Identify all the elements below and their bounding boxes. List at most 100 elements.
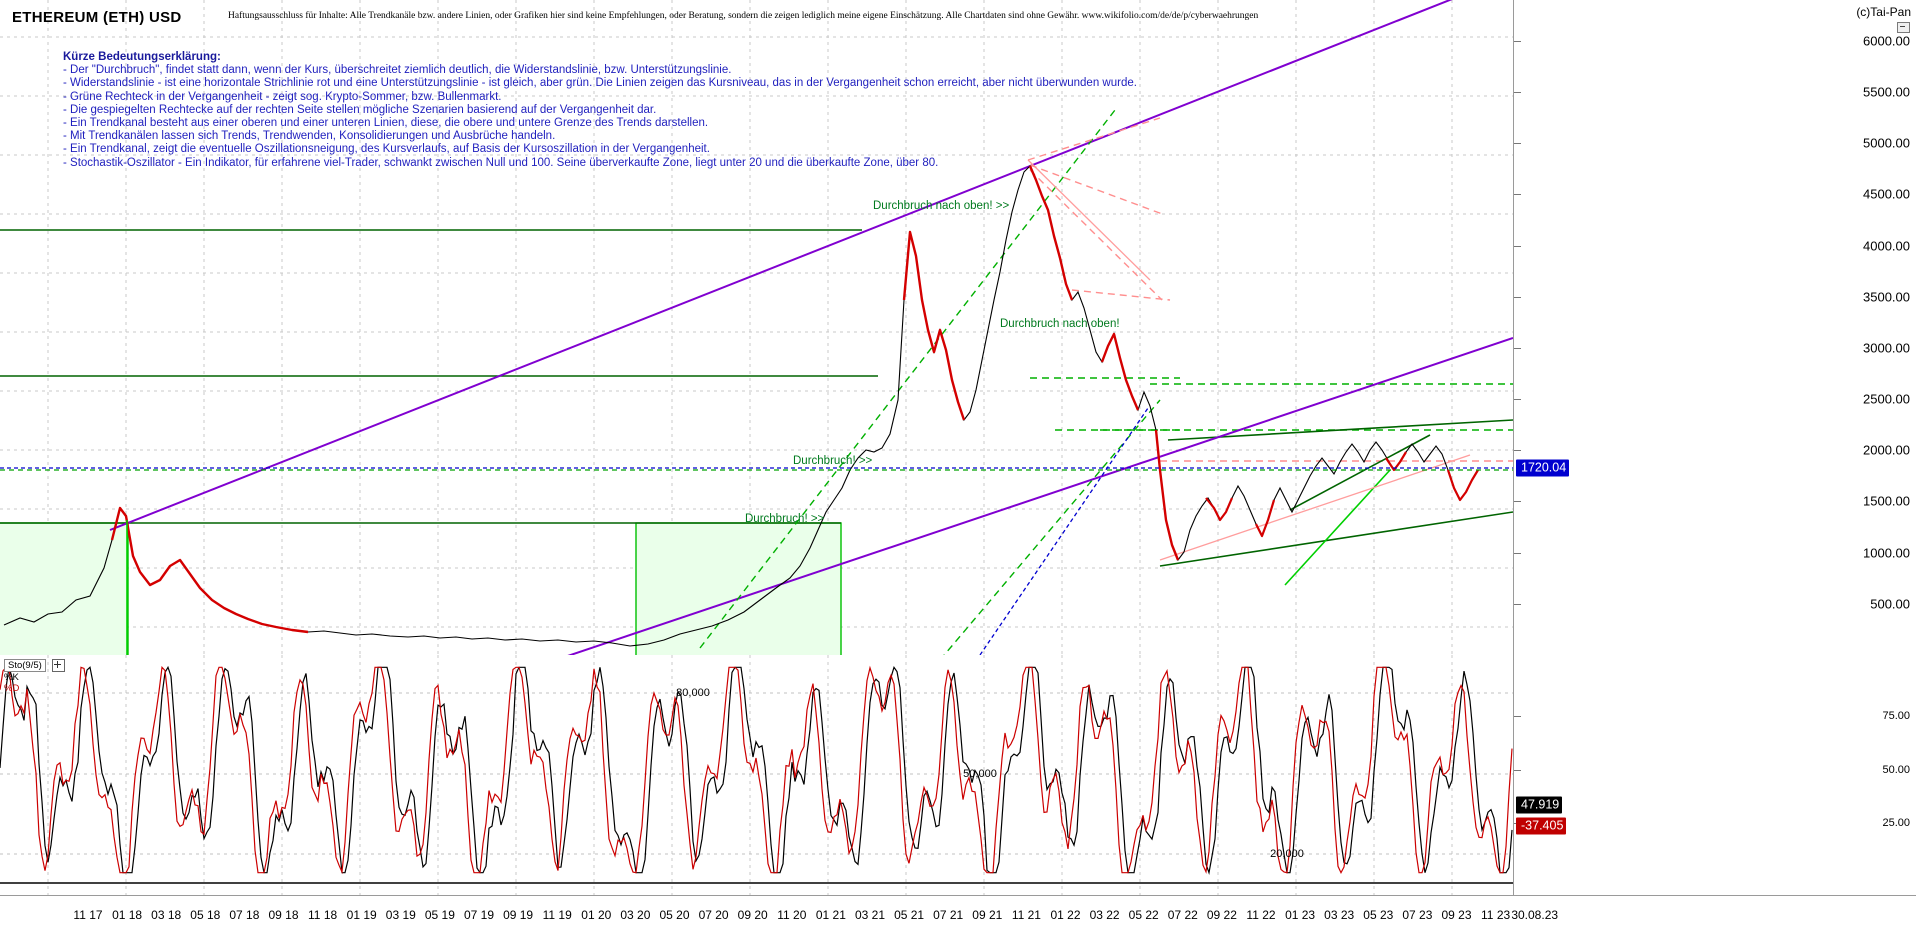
date-tick-label: 11 22 <box>1246 908 1276 922</box>
price-tick-label: 6000.00 <box>1863 33 1910 49</box>
price-tick <box>1514 194 1521 196</box>
price-tick <box>1514 40 1521 42</box>
date-tick-label: 09 18 <box>268 908 299 922</box>
price-tick-label: 1000.00 <box>1863 545 1910 561</box>
date-tick-label: 07 21 <box>933 908 964 922</box>
legend-line-0: - Der "Durchbruch", findet statt dann, w… <box>63 64 732 77</box>
stochastic-d-badge: -37.405 <box>1516 817 1567 835</box>
price-tick-label: 3500.00 <box>1863 289 1910 305</box>
date-tick-label: 01 18 <box>112 908 143 922</box>
date-tick-label: 03 19 <box>385 908 416 922</box>
price-axis[interactable]: (c)Tai-Pan 6000.00 5500.00 5000.00 4500.00 4… <box>1513 0 1916 895</box>
price-tick-label: 4000.00 <box>1863 238 1910 254</box>
date-tick-label: 01 21 <box>815 908 846 922</box>
legend-line-1: - Widerstandslinie - ist eine horizontal… <box>63 77 1137 90</box>
date-tick-label: 09 22 <box>1206 908 1237 922</box>
annotation-durchbruch-1: Durchbruch! >> <box>793 455 873 467</box>
legend-line-2: - Grüne Rechteck in der Vergangenheit - … <box>63 90 502 103</box>
last-price-badge: 1720.04 <box>1516 459 1570 477</box>
price-tick-label: 4500.00 <box>1863 186 1910 202</box>
date-tick-label: 03 23 <box>1324 908 1355 922</box>
date-tick-label: 11 23 <box>1481 908 1511 922</box>
stochastic-level-20: 20,000 <box>1270 848 1304 860</box>
date-tick-label: 03 18 <box>151 908 182 922</box>
legend-line-3: - Die gespiegelten Rechtecke auf der rec… <box>63 103 657 116</box>
price-tick <box>1514 603 1521 605</box>
date-tick-label: 07 22 <box>1167 908 1198 922</box>
sto-tick <box>1514 769 1521 771</box>
price-tick-label: 3000.00 <box>1863 340 1910 356</box>
date-tick-label: 07 23 <box>1402 908 1433 922</box>
date-tick-label: 05 23 <box>1363 908 1394 922</box>
date-tick-label: 07 19 <box>463 908 495 922</box>
price-tick-label: 2500.00 <box>1863 391 1910 407</box>
price-tick <box>1514 450 1521 452</box>
page-title: ETHEREUM (ETH) USD <box>12 9 182 26</box>
disclaimer-text: Haftungsausschluss für Inhalte: Alle Tre… <box>228 11 1259 21</box>
date-tick-label: 01 22 <box>1050 908 1081 922</box>
date-tick-label: 11 19 <box>542 908 572 922</box>
price-plot[interactable]: Durchbruch nach oben! >> Durchbruch nach… <box>0 0 1513 655</box>
sto-tick-label: 50.00 <box>1882 763 1910 776</box>
date-tick-label: 01 20 <box>581 908 612 922</box>
price-tick <box>1514 347 1521 349</box>
stochastic-label[interactable]: Sto(9/5) <box>4 659 46 672</box>
annotation-durchbruch-oben-2: Durchbruch nach oben! <box>1000 318 1120 330</box>
minimize-icon[interactable] <box>1897 22 1910 33</box>
price-tick <box>1514 296 1521 298</box>
sto-tick-label: 75.00 <box>1882 709 1910 722</box>
krypto-sommer-rect-1 <box>0 522 129 655</box>
date-tick-label: 03 21 <box>854 908 886 922</box>
date-tick-label: 01 19 <box>346 908 377 922</box>
stochastic-k-label: %K <box>4 672 19 683</box>
price-tick-label: 500.00 <box>1870 596 1910 612</box>
price-tick-label: 2000.00 <box>1863 442 1910 458</box>
legend-line-7: - Stochastik-Oszillator - Ein Indikator,… <box>63 156 939 169</box>
date-tick-label: 05 21 <box>894 908 925 922</box>
price-tick <box>1514 399 1521 401</box>
date-tick-label: 05 18 <box>190 908 221 922</box>
legend-line-4: - Ein Trendkanal besteht aus einer obere… <box>63 117 709 130</box>
legend-block: Kürze Bedeutungserklärung: - Der "Durchb… <box>63 51 1137 170</box>
stochastic-svg <box>0 655 1513 895</box>
date-tick-label: 07 18 <box>229 908 260 922</box>
price-tick-label: 5500.00 <box>1863 84 1910 100</box>
price-tick <box>1514 245 1521 247</box>
date-tick-label: 03 22 <box>1089 908 1120 922</box>
date-tick-label: 05 20 <box>659 908 690 922</box>
krypto-sommer-rect-2 <box>635 522 842 655</box>
date-tick-label: 07 20 <box>698 908 729 922</box>
legend-line-5: - Mit Trendkanälen lassen sich Trends, T… <box>63 130 556 143</box>
date-tick-label: 05 19 <box>424 908 455 922</box>
price-tick <box>1514 92 1521 94</box>
stochastic-panel[interactable]: Sto(9/5) %K %D 80,000 50,000 20,000 <box>0 655 1513 895</box>
date-tick-label: 11 18 <box>308 908 338 922</box>
date-tick-label: 01 23 <box>1285 908 1316 922</box>
date-tick-label: 11 17 <box>73 908 103 922</box>
stochastic-level-50: 50,000 <box>963 768 997 780</box>
date-tick-label: 09 21 <box>972 908 1003 922</box>
legend-line-6: - Ein Trendkanal, zeigt die eventuelle O… <box>63 143 710 156</box>
stochastic-expand-icon[interactable] <box>52 659 65 672</box>
copyright-label: (c)Tai-Pan <box>1856 5 1911 19</box>
date-tick-label: 05 22 <box>1128 908 1159 922</box>
date-tick-label: 09 20 <box>737 908 768 922</box>
stochastic-level-80: 80,000 <box>676 687 710 699</box>
price-tick <box>1514 143 1521 145</box>
sto-tick-label: 25.00 <box>1882 817 1910 830</box>
price-tick <box>1514 501 1521 503</box>
annotation-durchbruch-2: Durchbruch! >> <box>745 513 825 525</box>
date-tick-label: 30.08.23 <box>1511 908 1559 922</box>
date-tick-label: 03 20 <box>620 908 651 922</box>
stochastic-k-badge: 47.919 <box>1516 796 1563 814</box>
legend-heading: Kürze Bedeutungserklärung: <box>63 51 221 63</box>
date-tick-label: 09 23 <box>1441 908 1472 922</box>
price-tick-label: 1500.00 <box>1863 493 1910 509</box>
date-axis[interactable]: 11 17 01 18 03 18 05 18 07 18 09 18 11 18 01 19… <box>0 895 1916 949</box>
price-plot-svg <box>0 0 1513 655</box>
date-tick-label: 11 20 <box>777 908 807 922</box>
annotation-durchbruch-oben-1: Durchbruch nach oben! >> <box>873 200 1010 212</box>
date-tick-label: 09 19 <box>503 908 534 922</box>
price-tick-label: 5000.00 <box>1863 135 1910 151</box>
